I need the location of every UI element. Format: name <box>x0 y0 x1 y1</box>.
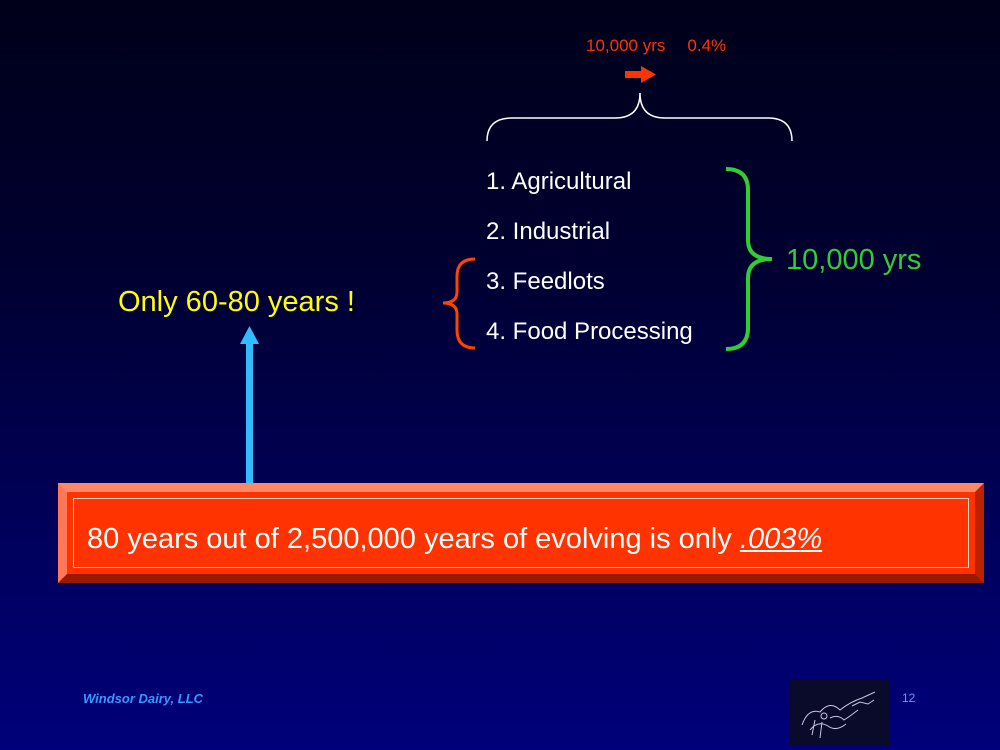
up-arrow-icon <box>240 326 259 484</box>
top-note: 10,000 yrs 0.4% <box>586 36 726 56</box>
footer-company: Windsor Dairy, LLC <box>83 691 204 706</box>
white-horizontal-brace <box>486 92 793 142</box>
banner-inner-frame <box>73 498 969 568</box>
green-right-brace <box>725 167 773 351</box>
red-left-brace <box>442 257 476 350</box>
ten-thousand-years-label: 10,000 yrs <box>786 244 922 276</box>
logo-sketch <box>801 691 876 739</box>
list-item-feedlots: 3. Feedlots <box>486 268 605 295</box>
cow-sketch-logo-icon <box>790 680 890 745</box>
summary-banner: 80 years out of 2,500,000 years of evolv… <box>58 483 984 583</box>
list-item-food-processing: 4. Food Processing <box>486 318 693 345</box>
list-item-agricultural: 1. Agricultural <box>486 168 632 195</box>
top-note-percent: 0.4% <box>687 36 727 55</box>
page-number: 12 <box>902 691 916 705</box>
list-item-industrial: 2. Industrial <box>486 218 611 245</box>
banner-statement: 80 years out of 2,500,000 years of evolv… <box>87 523 740 555</box>
only-years-label: Only 60-80 years ! <box>118 286 355 318</box>
banner-text: 80 years out of 2,500,000 years of evolv… <box>87 523 822 556</box>
banner-percent: .003% <box>739 523 823 555</box>
top-note-years: 10,000 yrs <box>586 36 666 55</box>
right-arrow-icon <box>625 66 656 83</box>
